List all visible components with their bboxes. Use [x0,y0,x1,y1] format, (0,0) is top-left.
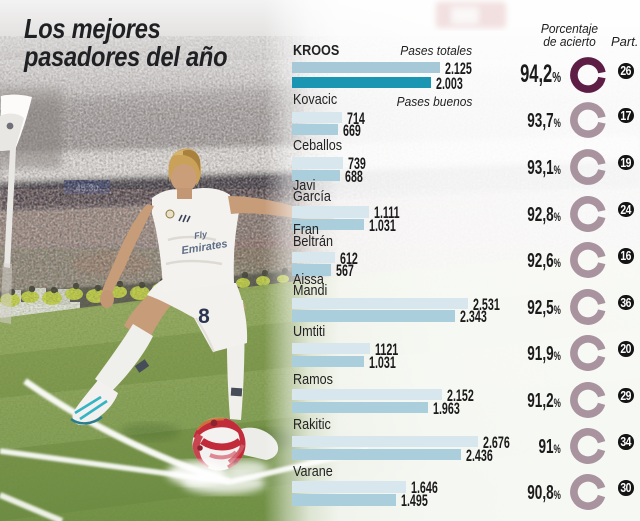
svg-text:8: 8 [198,305,210,328]
svg-text:Fly: Fly [193,229,208,241]
